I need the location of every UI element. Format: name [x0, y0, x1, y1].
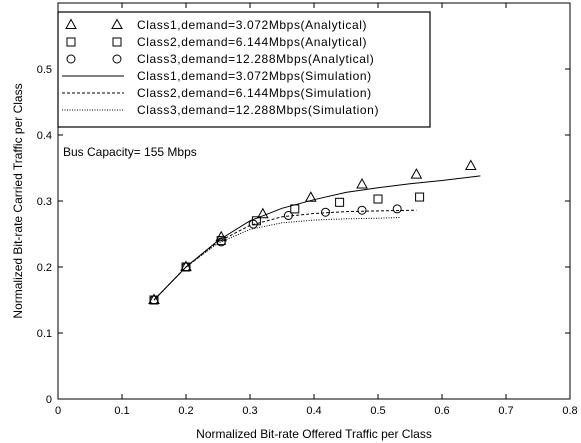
legend-label: Class2,demand=6.144Mbps(Analytical)	[137, 35, 367, 49]
x-tick-label: 0.8	[562, 405, 577, 417]
plot-lines	[153, 175, 481, 301]
data-point-square	[290, 204, 300, 214]
legend-box	[57, 11, 431, 128]
data-point-circle	[216, 237, 226, 247]
x-tick-label: 0.4	[306, 405, 321, 417]
y-tick-label: 0.3	[37, 196, 52, 208]
ticks: 0 0.1 0.2 0.3 0.4 0.5 0.6 0.7 0.8 0 0.1 0.2 0.3 0.4 0.…	[37, 3, 578, 417]
legend-marker-triangle	[111, 18, 123, 29]
data-point-circle	[248, 219, 258, 229]
y-tick-label: 0.4	[37, 130, 52, 142]
data-point-triangle	[304, 191, 317, 202]
legend: Class1,demand=3.072Mbps(Analytical) Class…	[57, 11, 431, 128]
y-axis-title: Normalized Bit-rate Carried Traffic per …	[11, 83, 25, 318]
data-point-circle	[181, 262, 191, 272]
legend-marker-triangle	[65, 18, 77, 29]
data-point-circle	[149, 295, 159, 305]
legend-label: Class3,demand=12.288Mbps(Analytical)	[137, 52, 374, 66]
y-tick-label: 0.5	[37, 64, 52, 76]
x-tick-label: 0.2	[178, 405, 193, 417]
y-tick-label: 0.1	[37, 328, 52, 340]
series-line-4	[153, 175, 481, 301]
x-tick-label: 0.1	[114, 405, 129, 417]
y-tick-label: 0.2	[37, 262, 52, 274]
legend-marker-circle	[112, 54, 122, 64]
data-point-square	[335, 197, 345, 207]
legend-label: Class2,demand=6.144Mbps(Simulation)	[137, 86, 372, 100]
data-point-circle	[321, 207, 331, 217]
data-point-circle	[283, 211, 293, 221]
x-tick-label: 0.7	[498, 405, 513, 417]
data-point-square	[251, 216, 261, 226]
legend-marker-square	[66, 37, 76, 47]
x-tick-label: 0.5	[370, 405, 385, 417]
data-point-triangle	[410, 168, 423, 179]
x-tick-label: 0.3	[242, 405, 257, 417]
x-tick-label: 0	[55, 405, 61, 417]
legend-marker-circle	[66, 54, 76, 64]
data-point-circle	[357, 205, 367, 215]
data-point-square	[415, 192, 425, 202]
legend-marker-square	[112, 37, 122, 47]
x-tick-label: 0.6	[434, 405, 449, 417]
data-point-triangle	[256, 207, 269, 219]
y-tick-label: 0	[46, 394, 52, 406]
data-point-circle	[392, 204, 402, 214]
data-point-triangle	[464, 159, 477, 171]
x-axis-title: Normalized Bit-rate Offered Traffic per …	[196, 427, 432, 441]
legend-label: Class1,demand=3.072Mbps(Analytical)	[137, 18, 367, 32]
legend-label: Class1,demand=3.072Mbps(Simulation)	[137, 69, 372, 83]
legend-label: Class3,demand=12.288Mbps(Simulation)	[137, 103, 379, 117]
plot-markers	[148, 159, 477, 305]
annotation-text: Bus Capacity= 155 Mbps	[63, 145, 197, 159]
series-line-6	[153, 217, 401, 301]
data-point-triangle	[356, 177, 368, 189]
data-point-square	[373, 194, 383, 204]
series-line-5	[153, 209, 417, 301]
